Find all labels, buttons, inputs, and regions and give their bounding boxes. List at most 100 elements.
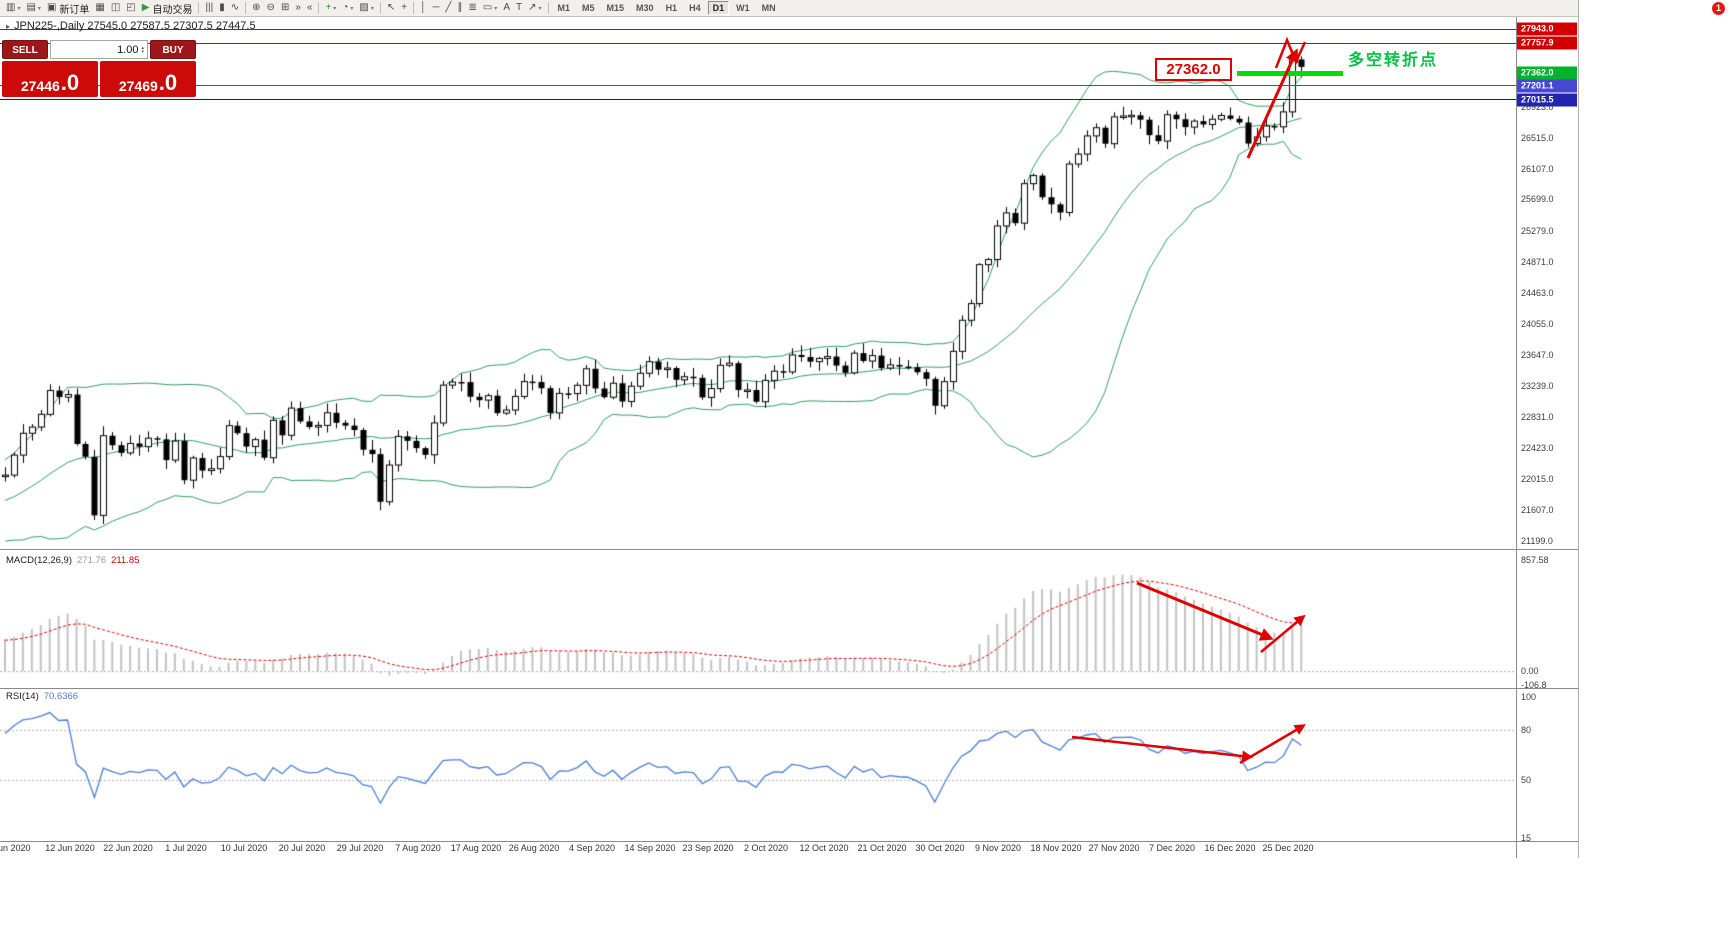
timeframe-mn-button[interactable]: MN — [761, 3, 776, 13]
time-axis-label: 17 Aug 2020 — [450, 843, 502, 853]
price-tick-label: 26515.0 — [1521, 132, 1554, 143]
templates-button[interactable]: ▨ ▾ — [356, 1, 376, 16]
time-axis-label: 18 Nov 2020 — [1030, 843, 1082, 853]
indicators-icon: + — [325, 2, 332, 13]
timeframe-m15-button[interactable]: M15 — [606, 3, 625, 13]
timeframe-w1-button[interactable]: W1 — [736, 3, 750, 13]
panel-separator-macd[interactable] — [0, 549, 1578, 550]
trendline-button[interactable]: ╱ — [442, 1, 454, 16]
new-chart-button[interactable]: ▥ ▾ — [3, 1, 23, 16]
indicators-button[interactable]: + ▾ — [322, 1, 339, 16]
timeframe-h4-button[interactable]: H4 — [689, 3, 701, 13]
macd-indicator-label: MACD(12,26,9) 271.76 211.85 — [6, 555, 139, 566]
tile-windows-icon: ⊞ — [280, 2, 290, 13]
price-tick-label: 22831.0 — [1521, 411, 1554, 422]
navigator-icon: ◰ — [126, 2, 136, 13]
toolbar-separator — [318, 2, 320, 14]
line-chart-button[interactable]: ∿ — [228, 1, 242, 16]
bar-chart-button[interactable]: ||| — [202, 1, 216, 16]
price-tick-label: 25699.0 — [1521, 194, 1554, 205]
tile-windows-button[interactable]: ⊞ — [278, 1, 292, 16]
turning-point-label: 多空转折点 — [1348, 52, 1439, 69]
chart-title-text: JPN225-,Daily 27545.0 27587.5 27307.5 27… — [14, 20, 256, 32]
price-badge: 27201.1 — [1517, 79, 1577, 93]
price-level-line[interactable] — [0, 28, 1516, 30]
time-axis-label: 16 Dec 2020 — [1204, 843, 1256, 853]
spinner-down-icon[interactable]: ▾ — [141, 48, 144, 55]
price-level-line[interactable] — [0, 99, 1516, 101]
chart-shift-button[interactable]: « — [304, 1, 316, 16]
timeframe-m1-button[interactable]: M1 — [557, 3, 571, 13]
toolbar-separator — [379, 2, 381, 14]
navigator-button[interactable]: ◰ — [123, 1, 138, 16]
price-tick-label: 24055.0 — [1521, 319, 1554, 330]
price-level-line[interactable] — [1237, 70, 1343, 76]
toolbar-separator — [245, 2, 247, 14]
toolbar-separator — [413, 2, 415, 14]
fibonacci-button[interactable]: ≣ — [465, 1, 479, 16]
rsi-label: RSI(14) — [6, 691, 39, 702]
sell-price[interactable]: 27446.0 — [2, 61, 98, 97]
zoom-out-button[interactable]: ⊖ — [264, 1, 278, 16]
price-tick-label: 21607.0 — [1521, 504, 1554, 515]
candlestick-chart-button[interactable]: ▮ — [216, 1, 228, 16]
buy-button[interactable]: BUY — [150, 40, 196, 59]
price-tick-label: 23647.0 — [1521, 349, 1554, 360]
caret-down-icon: ▾ — [370, 5, 374, 12]
chart-shift-icon: « — [306, 2, 313, 13]
zoom-in-button[interactable]: ⊕ — [249, 1, 263, 16]
rsi-scale-label: 100 — [1521, 692, 1537, 702]
new-chart-icon: ▥ — [6, 2, 16, 13]
market-watch-button[interactable]: ▦ — [92, 1, 107, 16]
caret-down-icon: ▾ — [333, 5, 337, 12]
sell-price-main: 27446 — [20, 78, 60, 94]
price-scale[interactable] — [1516, 17, 1578, 858]
price-callout: 27362.0 — [1155, 58, 1232, 81]
price-tick-label: 23239.0 — [1521, 380, 1554, 391]
new-order-button[interactable]: ▣ 新订单 — [44, 1, 92, 16]
vertical-line-button[interactable]: │ — [417, 1, 429, 16]
time-axis-label: 9 Nov 2020 — [974, 843, 1022, 853]
timeframe-m5-button[interactable]: M5 — [582, 3, 595, 13]
arrows-button[interactable]: ↗ ▾ — [525, 1, 544, 16]
profiles-button[interactable]: ▤ ▾ — [23, 1, 43, 16]
panel-separator-rsi[interactable] — [0, 688, 1578, 689]
spinner-up-icon[interactable]: ▴ — [141, 44, 144, 51]
collapse-triangle-icon[interactable]: ▸ — [6, 22, 11, 31]
vertical-line-icon: │ — [420, 2, 427, 13]
time-axis-label: 25 Dec 2020 — [1262, 843, 1314, 853]
timeframe-m30-button[interactable]: M30 — [636, 3, 654, 13]
candlestick-chart-icon: ▮ — [219, 2, 225, 13]
sell-button[interactable]: SELL — [2, 40, 48, 59]
shapes-icon: ▭ — [482, 2, 493, 13]
time-axis-label: 27 Nov 2020 — [1088, 843, 1140, 853]
timeframe-d1-button[interactable]: D1 — [707, 1, 730, 15]
auto-scroll-button[interactable]: » — [292, 1, 304, 16]
volume-spinner[interactable]: ▴ ▾ — [141, 44, 144, 55]
price-level-line[interactable] — [0, 42, 1516, 44]
zoom-in-icon: ⊕ — [252, 2, 261, 13]
auto-trading-button[interactable]: ▶ 自动交易 — [139, 1, 196, 16]
crosshair-button[interactable]: + — [398, 1, 410, 16]
channel-button[interactable]: ∥ — [454, 1, 465, 16]
price-badge: 27015.5 — [1517, 93, 1577, 107]
price-level-line[interactable] — [0, 85, 1516, 87]
notification-badge[interactable]: 1 — [1712, 2, 1725, 15]
time-axis-label: 23 Sep 2020 — [682, 843, 734, 853]
shapes-button[interactable]: ▭ ▾ — [480, 1, 500, 16]
timeframe-h1-button[interactable]: H1 — [665, 3, 678, 13]
macd-scale-label: 857.58 — [1521, 555, 1549, 565]
volume-input[interactable]: 1.00 ▴ ▾ — [50, 40, 148, 59]
horizontal-line-button[interactable]: ─ — [429, 1, 442, 16]
buy-price-pips: .0 — [158, 70, 178, 96]
buy-price[interactable]: 27469.0 — [100, 61, 196, 97]
text-label-button[interactable]: T — [513, 1, 525, 16]
data-window-button[interactable]: ◫ — [108, 1, 123, 16]
bar-chart-icon: ||| — [205, 2, 214, 13]
chart-title: ▸ JPN225-,Daily 27545.0 27587.5 27307.5 2… — [6, 20, 256, 32]
text-button[interactable]: A — [500, 1, 513, 16]
cursor-button[interactable]: ↖ — [384, 1, 398, 16]
periods-button[interactable]: ◔ ▾ — [339, 1, 356, 16]
arrows-icon: ↗ — [528, 2, 537, 13]
